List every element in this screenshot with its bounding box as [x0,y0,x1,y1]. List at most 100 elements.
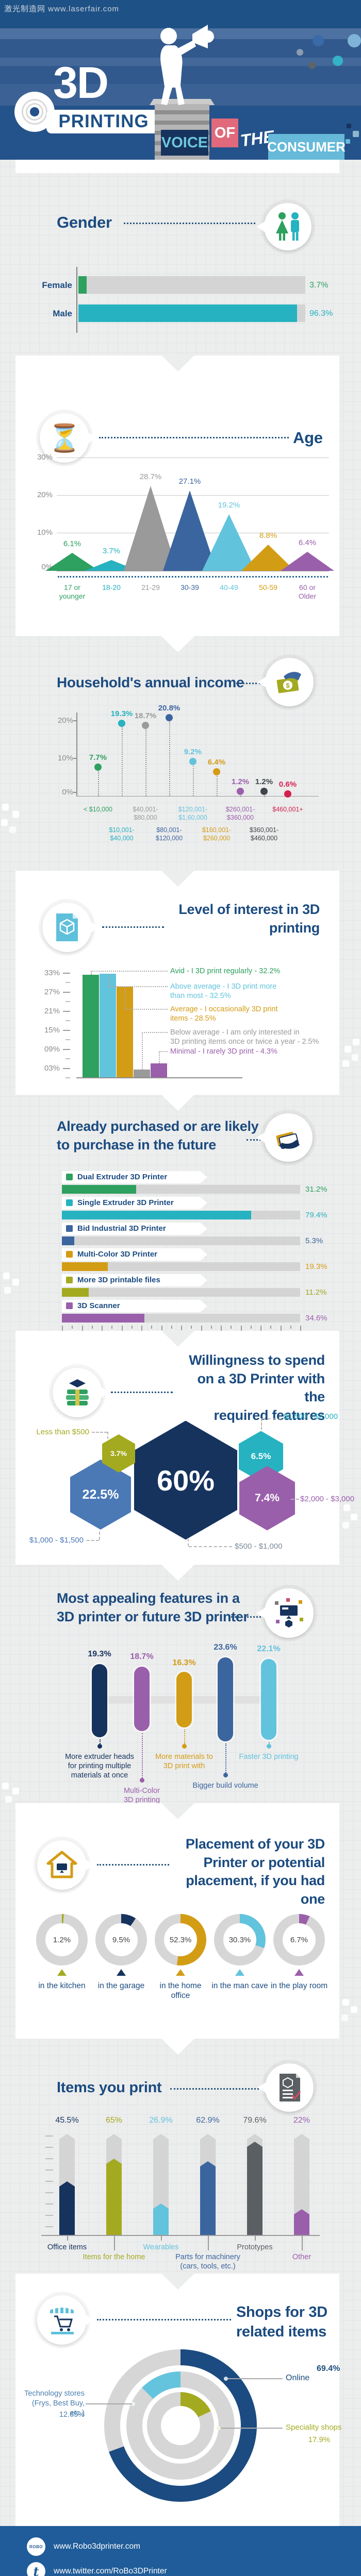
category-label: Wearables [143,2243,179,2251]
category-label: 21-29 [141,583,160,591]
label-banner: Dual Extruder 3D Printer [62,1171,207,1183]
y-tick [73,792,77,793]
leader-line [92,1432,107,1433]
footer-link-twitter[interactable]: t www.twitter.com/RoBo3DPrinter [27,2562,167,2576]
bar-fill [62,1262,108,1271]
bubble-tail [101,1387,110,1398]
category-label: in the play room [270,1981,328,1990]
label-banner: 3D Scanner [62,1300,207,1312]
leader-stem [225,1743,226,1773]
pill-bar [218,1657,233,1741]
category-label: in the garage [97,1981,145,1990]
section-title: Willingness to spend on a 3D Printer wit… [175,1351,325,1425]
ruler-tick [141,1326,142,1331]
title-line: on a 3D Printer with the [197,1370,325,1405]
lollipop-stem [122,727,123,796]
section-title: Age [293,429,323,447]
leader-dotline [111,1392,173,1393]
twitter-icon: t [27,2562,45,2576]
items-icon [257,2063,314,2112]
y-tick-label: 21% [44,1007,60,1015]
footer-link-robo[interactable]: ROBO www.Robo3dprinter.com [27,2537,140,2556]
x-tick [208,2236,209,2250]
y-tick [73,758,77,759]
leader-line [221,2428,283,2429]
bar-fill [153,2204,169,2235]
ruler-tick [201,1326,202,1331]
pill-bar [134,1667,150,1731]
bubble-tail [85,1859,94,1871]
header-title-3d: 3D [53,58,109,108]
cube-file-icon [56,913,78,941]
x-tick [255,2236,256,2241]
annotation-label: Below average - I am only interested in 3… [170,1028,319,1046]
lollipop-dot [260,788,268,795]
category-label: in the kitchen [38,1981,86,1990]
marker-triangle [235,1969,244,1976]
category-label: Other [292,2253,311,2261]
pixel-decor [344,1046,351,1053]
printer-pixels-icon [275,1598,303,1628]
title-line: related items [236,2324,327,2341]
pixel-decor [347,124,351,128]
leader-line [189,1546,232,1547]
value-label: 22.1% [257,1645,281,1653]
y-tick-minor [65,1058,70,1059]
hand-cards-icon [276,1131,300,1149]
footer-links-band: ROBO www.Robo3dprinter.com t www.twitter… [0,2526,361,2576]
leader-line [159,1051,168,1052]
pixel-decor [3,1273,10,1279]
category-label: Bigger build volume [192,1782,258,1790]
leader-dot [217,2426,221,2430]
ruler-tick [151,1326,152,1329]
footer-url[interactable]: www.Robo3dprinter.com [54,2542,140,2551]
y-axis [76,713,77,796]
leader-line [228,2378,283,2379]
leader-dot [267,1744,271,1749]
value-label: 34.6% [305,1314,327,1323]
y-tick-label: 27% [44,988,60,996]
speech-dot [308,62,316,69]
value-label: 27.1% [178,477,201,486]
category-label: < $10,000 [84,806,112,813]
pill-bar [261,1659,276,1740]
leader-dotline [247,1139,261,1141]
category-label: $360,001- $460,000 [249,826,279,842]
label-banner: Bid Industrial 3D Printer [62,1223,207,1235]
ruler-tick [191,1326,192,1329]
placement-icon [37,1840,94,1890]
lollipop-dot [94,764,102,771]
category-label: in the home office [159,1981,202,2000]
value-label: 7.7% [89,753,107,762]
hex-2000-3000: 7.4% [239,1466,295,1531]
section-title: Household's annual income [57,674,244,690]
ruler-tick [102,1326,103,1331]
section-purchase: Already purchased or are likely to purch… [15,1095,339,1347]
category-label: More materials to 3D print with [155,1753,213,1770]
hourglass-icon: ⏳ [47,422,81,454]
pixel-decor [346,139,350,144]
leader-line [86,2403,132,2404]
ruler-tick [281,1326,282,1331]
bar-fill [62,1236,74,1245]
value-label: 19.2% [218,501,240,510]
pixel-decor [343,1504,350,1511]
leader-dotline [124,223,255,224]
age-icon: ⏳ [40,413,97,463]
hex-1000-1500: 22.5% [70,1460,131,1530]
value-label: 19.3% [110,709,133,718]
value-label: 20.8% [158,704,180,713]
house-printer-icon [46,1851,77,1878]
annotation-label: Above average - I 3D print more than most… [170,982,277,1000]
section-shops: Shops for 3D related items Online 69.4% Te… [15,2274,341,2526]
leader-dot [182,1744,187,1749]
category-label: Office items [47,2243,87,2251]
leader-dotline [97,1864,169,1866]
footer-url[interactable]: www.twitter.com/RoBo3DPrinter [54,2567,167,2575]
section-interest: Level of interest in 3D printing 33% 27% 2… [15,871,339,1111]
lollipop-dot [237,788,244,795]
leader-line [291,1499,299,1500]
donut-hole: 30.3% [223,1923,256,1956]
x-axis [41,2235,320,2236]
y-tick [45,2158,53,2159]
